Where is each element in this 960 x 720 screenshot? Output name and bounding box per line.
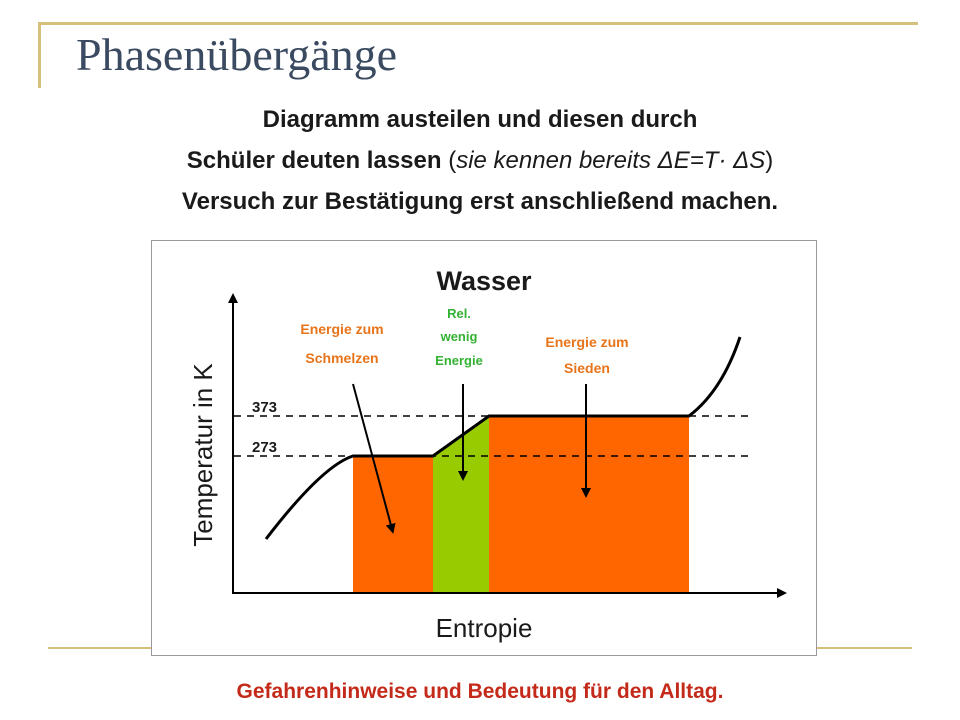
diagram-heading: Wasser bbox=[436, 266, 532, 296]
subtitle-paren-open: ( bbox=[441, 147, 457, 174]
slide-title: Phasenübergänge bbox=[76, 29, 398, 80]
boiling-energy-area bbox=[489, 416, 689, 593]
phase-diagram: Wasser 373 273 Entropie Temperatur in K … bbox=[151, 240, 817, 656]
top-rule-vertical bbox=[38, 22, 41, 88]
subtitle-line-2: Schüler deuten lassen (sie kennen bereit… bbox=[0, 147, 960, 175]
boiling-label-line-1: Energie zum bbox=[545, 334, 628, 350]
tick-373: 373 bbox=[252, 399, 277, 416]
melting-label-line-2: Schmelzen bbox=[305, 350, 378, 366]
x-axis-label: Entropie bbox=[436, 613, 533, 643]
little-energy-label-line-3: Energie bbox=[435, 353, 483, 368]
little-energy-label-line-1: Rel. bbox=[447, 306, 471, 321]
tick-273: 273 bbox=[252, 439, 277, 456]
little-energy-area bbox=[433, 416, 489, 593]
subtitle-paren-close: ) bbox=[765, 147, 774, 174]
subtitle-line-3: Versuch zur Bestätigung erst anschließen… bbox=[181, 188, 779, 215]
melting-label-line-1: Energie zum bbox=[300, 321, 383, 337]
melting-arrow bbox=[352, 383, 396, 534]
footer-note: Gefahrenhinweise und Bedeutung für den A… bbox=[236, 680, 724, 703]
melting-energy-area bbox=[353, 456, 433, 593]
boiling-label-line-2: Sieden bbox=[564, 360, 610, 376]
top-rule-horizontal bbox=[38, 22, 918, 25]
subtitle-line-1: Diagramm austeilen und diesen durch bbox=[262, 106, 698, 133]
heating-curve bbox=[264, 336, 742, 540]
phase-diagram-svg: Wasser 373 273 Entropie Temperatur in K … bbox=[188, 266, 787, 643]
little-energy-label-line-2: wenig bbox=[440, 329, 478, 344]
subtitle-line-2-bold: Schüler deuten lassen bbox=[186, 147, 442, 174]
subtitle-formula: sie kennen bereits ΔE=T· ΔS bbox=[456, 147, 766, 174]
y-axis-label: Temperatur in K bbox=[188, 363, 218, 547]
